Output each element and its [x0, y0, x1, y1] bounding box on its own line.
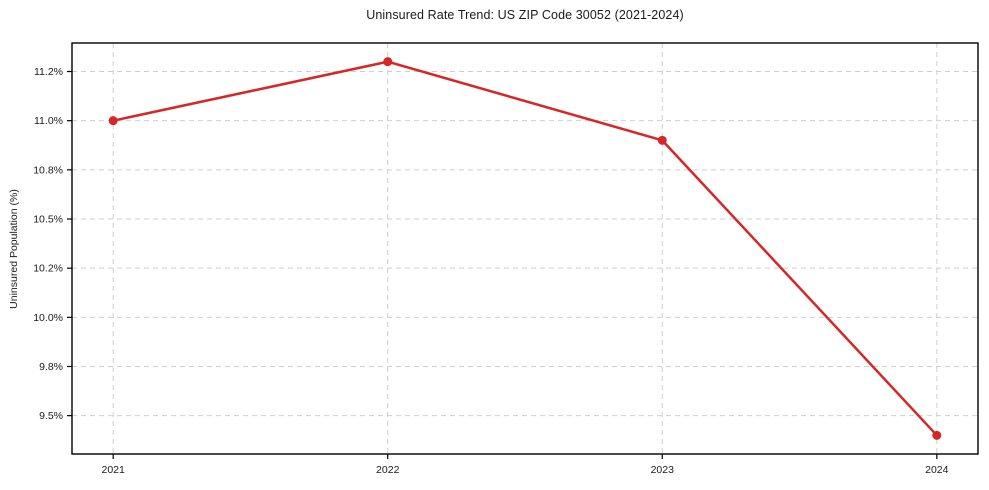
y-tick-label: 10.0% [33, 312, 63, 324]
y-tick-label: 10.2% [33, 263, 63, 275]
x-tick-label: 2021 [102, 464, 126, 476]
trend-line [111, 60, 939, 437]
chart-title: Uninsured Rate Trend: US ZIP Code 30052 … [366, 8, 684, 22]
data-point-2023 [657, 135, 667, 145]
y-tick-label: 10.8% [33, 164, 63, 176]
y-tick-label: 11.2% [34, 66, 63, 78]
axes-frame [71, 42, 979, 455]
data-point-2021 [108, 116, 118, 126]
y-tick-label: 10.5% [33, 214, 63, 226]
data-point-2022 [383, 57, 393, 67]
y-tick-label: 9.8% [39, 361, 63, 373]
x-tick-label: 2023 [651, 464, 675, 476]
y-tick-label: 9.5% [39, 410, 63, 422]
x-tick-label: 2022 [376, 464, 400, 476]
y-tick-label: 11.0% [34, 115, 63, 127]
data-point-2024 [932, 430, 942, 440]
x-tick-label: 2024 [925, 464, 949, 476]
